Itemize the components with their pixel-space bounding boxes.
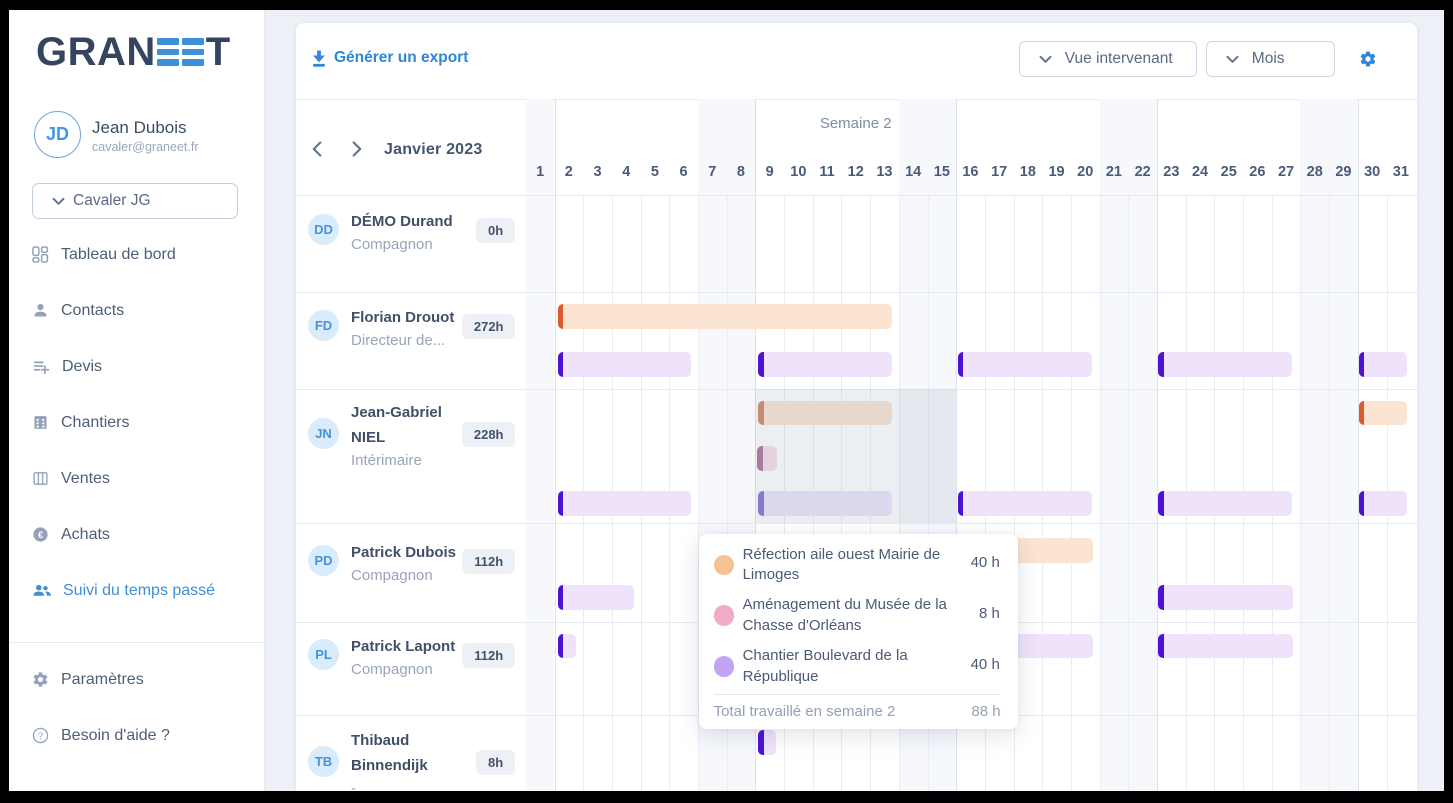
svg-text:?: ?	[38, 731, 43, 742]
svg-text:€: €	[38, 530, 43, 540]
